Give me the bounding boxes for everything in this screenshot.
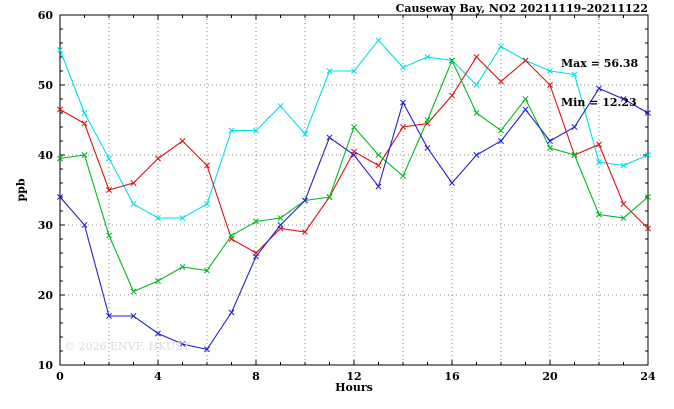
y-axis-label: ppb	[14, 178, 28, 202]
x-tick-label: 24	[640, 370, 656, 383]
watermark: © 2026 ENVF, HKUST	[64, 340, 191, 353]
x-tick-label: 20	[542, 370, 558, 383]
y-tick-label: 40	[38, 149, 54, 162]
min-value-label: Min = 12.23	[561, 96, 637, 109]
y-tick-label: 10	[38, 359, 54, 372]
y-tick-label: 20	[38, 289, 54, 302]
gridlines	[60, 15, 648, 365]
stats-box: Max = 56.38 Min = 12.23	[561, 31, 638, 135]
max-value-label: Max = 56.38	[561, 57, 639, 70]
y-tick-label: 60	[38, 9, 54, 22]
x-tick-label: 16	[444, 370, 460, 383]
axis-tick-labels: 0 4 8 12 16 20 24 10 20 30 40 50 60	[38, 9, 656, 383]
x-tick-label: 4	[154, 370, 162, 383]
x-tick-label: 8	[252, 370, 260, 383]
series-markers	[57, 85, 651, 353]
y-tick-label: 50	[38, 79, 54, 92]
chart-title: Causeway Bay, NO2 20211119–20211122	[395, 2, 648, 15]
x-tick-label: 0	[56, 370, 64, 383]
series-day-1-cyan	[57, 37, 651, 221]
series-day-2-red	[57, 54, 651, 256]
x-tick-label: 12	[346, 370, 361, 383]
x-axis-label: Hours	[335, 381, 373, 394]
series-day-4-blue	[57, 85, 651, 353]
y-tick-label: 30	[38, 219, 54, 232]
axis-ticks	[59, 14, 649, 366]
